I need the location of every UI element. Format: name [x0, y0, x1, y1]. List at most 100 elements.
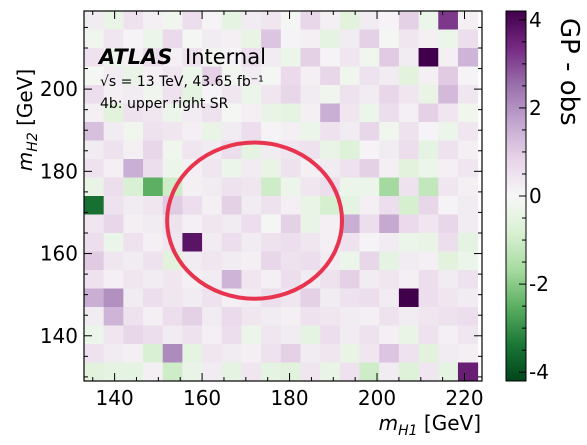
- heatmap-cell: [398, 196, 420, 215]
- heatmap-cell: [143, 270, 164, 289]
- heatmap-cell: [84, 233, 105, 252]
- heatmap-cell: [162, 122, 183, 141]
- heatmap-cell: [418, 140, 439, 160]
- heatmap-cell: [103, 307, 124, 326]
- heatmap-cell: [379, 251, 400, 271]
- heatmap-cell: [143, 214, 164, 234]
- heatmap-cell: [457, 48, 479, 67]
- heatmap-cell: [123, 288, 144, 308]
- heatmap-cell: [280, 196, 301, 215]
- heatmap-cell: [182, 103, 203, 123]
- heatmap-cell: [182, 11, 203, 30]
- heatmap-cell: [379, 103, 400, 123]
- heatmap-cell: [339, 29, 361, 49]
- heatmap-cell: [320, 344, 341, 363]
- heatmap-cell: [280, 29, 301, 49]
- heatmap-cell: [300, 66, 321, 86]
- heatmap-cell: [123, 85, 144, 104]
- heatmap-cell: [280, 362, 301, 381]
- heatmap-cell: [359, 159, 380, 178]
- heatmap-cell: [280, 214, 301, 234]
- y-tick-label: 180: [40, 159, 78, 183]
- heatmap-cell: [84, 325, 105, 345]
- heatmap-cell: [359, 251, 380, 271]
- heatmap-cell: [379, 122, 400, 141]
- heatmap-cell: [280, 233, 301, 252]
- heatmap-cell: [339, 344, 361, 363]
- heatmap-cell: [300, 11, 321, 30]
- heatmap-cell: [123, 48, 144, 67]
- heatmap-cell: [241, 140, 262, 160]
- heatmap-cell: [359, 48, 380, 67]
- heatmap-cell: [202, 437, 222, 445]
- colorbar-title: GP - obs: [554, 18, 584, 126]
- heatmap-cell: [241, 48, 262, 67]
- heatmap-cell: [84, 437, 104, 445]
- heatmap-cell: [182, 122, 203, 141]
- heatmap-cell: [457, 66, 479, 86]
- heatmap-cell: [241, 159, 262, 178]
- heatmap-cell: [241, 11, 262, 30]
- heatmap-cell: [123, 29, 144, 49]
- heatmap-cell: [84, 344, 105, 363]
- heatmap-cell: [202, 307, 223, 326]
- heatmap-cell: [163, 381, 183, 400]
- heatmap-cell: [379, 307, 400, 326]
- heatmap-cell: [84, 85, 105, 104]
- heatmap-cell: [221, 362, 242, 381]
- heatmap-cell: [261, 196, 282, 215]
- heatmap-cell: [103, 48, 124, 67]
- heatmap-cell: [84, 362, 105, 381]
- heatmap-cell: [320, 288, 341, 308]
- heatmap-cell: [182, 233, 203, 252]
- heatmap-cell: [103, 325, 124, 345]
- heatmap-cell: [162, 307, 183, 326]
- heatmap-cell: [221, 11, 242, 30]
- heatmap-cell: [143, 48, 164, 67]
- heatmap-cell: [261, 214, 282, 234]
- heatmap-cell: [300, 362, 321, 381]
- heatmap-cell: [300, 140, 321, 160]
- heatmap-cell: [418, 159, 439, 178]
- heatmap-cell: [339, 122, 361, 141]
- heatmap-cell: [162, 344, 183, 363]
- heatmap-cell: [202, 251, 223, 271]
- heatmap-cell: [457, 122, 479, 141]
- heatmap-cell: [241, 251, 262, 271]
- heatmap-cell: [241, 66, 262, 86]
- heatmap-cell: [84, 288, 105, 308]
- heatmap-cell: [261, 233, 282, 252]
- heatmap-cell: [340, 418, 360, 437]
- heatmap-cell: [300, 122, 321, 141]
- heatmap-cell: [339, 196, 361, 215]
- heatmap-cell: [123, 103, 144, 123]
- heatmap-cell: [438, 66, 459, 86]
- heatmap-cell: [202, 29, 223, 49]
- heatmap-cell: [104, 418, 124, 437]
- heatmap-cell: [379, 196, 400, 215]
- heatmap-cell: [398, 251, 420, 271]
- heatmap-cell: [457, 177, 479, 197]
- heatmap-cell: [143, 325, 164, 345]
- heatmap-cell: [438, 214, 459, 234]
- heatmap-cell: [339, 85, 361, 104]
- heatmap-cell: [359, 140, 380, 160]
- heatmap-cell: [103, 11, 124, 30]
- heatmap-cell: [261, 307, 282, 326]
- heatmap-cell: [359, 325, 380, 345]
- heatmap-cell: [261, 29, 282, 49]
- heatmap-cell: [123, 362, 144, 381]
- heatmap-cell: [320, 29, 341, 49]
- heatmap-cell: [339, 288, 361, 308]
- heatmap-cell: [221, 48, 242, 67]
- heatmap-cell: [438, 307, 459, 326]
- heatmap-cell: [143, 251, 164, 271]
- heatmap-cell: [123, 66, 144, 86]
- heatmap-cell: [379, 214, 400, 234]
- axis-ticks: 140 160 180 200 220 140 160 180 200: [40, 11, 484, 410]
- colorbar-tick-label: -2: [529, 272, 549, 296]
- heatmap-cell: [123, 140, 144, 160]
- heatmap-cell: [261, 251, 282, 271]
- heatmap-cell: [103, 214, 124, 234]
- heatmap-cell: [320, 381, 340, 400]
